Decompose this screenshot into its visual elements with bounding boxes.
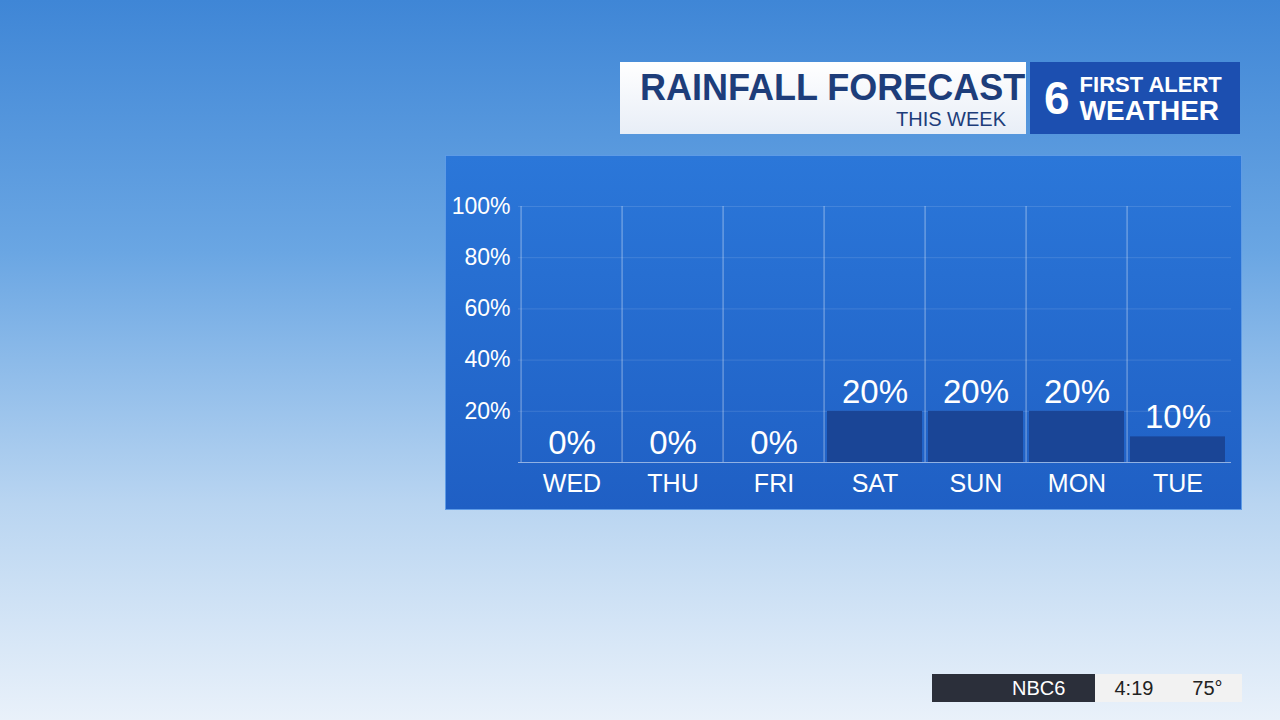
svg-text:MON: MON — [1048, 469, 1106, 497]
svg-text:0%: 0% — [649, 424, 697, 461]
svg-text:FRI: FRI — [754, 469, 794, 497]
svg-text:SAT: SAT — [852, 469, 899, 497]
svg-text:20%: 20% — [943, 373, 1009, 410]
svg-text:20%: 20% — [1044, 373, 1110, 410]
svg-text:SUN: SUN — [950, 469, 1003, 497]
html-text:FIRST ALERT: FIRST ALERT — [1079, 72, 1222, 97]
html-text:NBC6: NBC6 — [1012, 677, 1066, 699]
html-text:75°: 75° — [1192, 677, 1223, 699]
html-text:6: 6 — [1044, 72, 1070, 124]
svg-text:0%: 0% — [548, 424, 596, 461]
svg-text:20%: 20% — [464, 398, 510, 424]
html-text:THIS WEEK: THIS WEEK — [896, 108, 1006, 130]
svg-text:60%: 60% — [464, 295, 510, 321]
svg-text:WED: WED — [543, 469, 601, 497]
svg-text:THU: THU — [647, 469, 698, 497]
svg-text:40%: 40% — [464, 346, 510, 372]
html-text:WEATHER: WEATHER — [1079, 95, 1220, 126]
svg-text:TUE: TUE — [1153, 469, 1203, 497]
svg-text:10%: 10% — [1145, 398, 1211, 435]
svg-text:100%: 100% — [452, 193, 511, 219]
svg-text:0%: 0% — [750, 424, 798, 461]
html-text:RAINFALL FORECAST: RAINFALL FORECAST — [640, 67, 1026, 108]
svg-text:80%: 80% — [464, 244, 510, 270]
html-text:4:19: 4:19 — [1114, 677, 1154, 699]
svg-text:20%: 20% — [842, 373, 908, 410]
